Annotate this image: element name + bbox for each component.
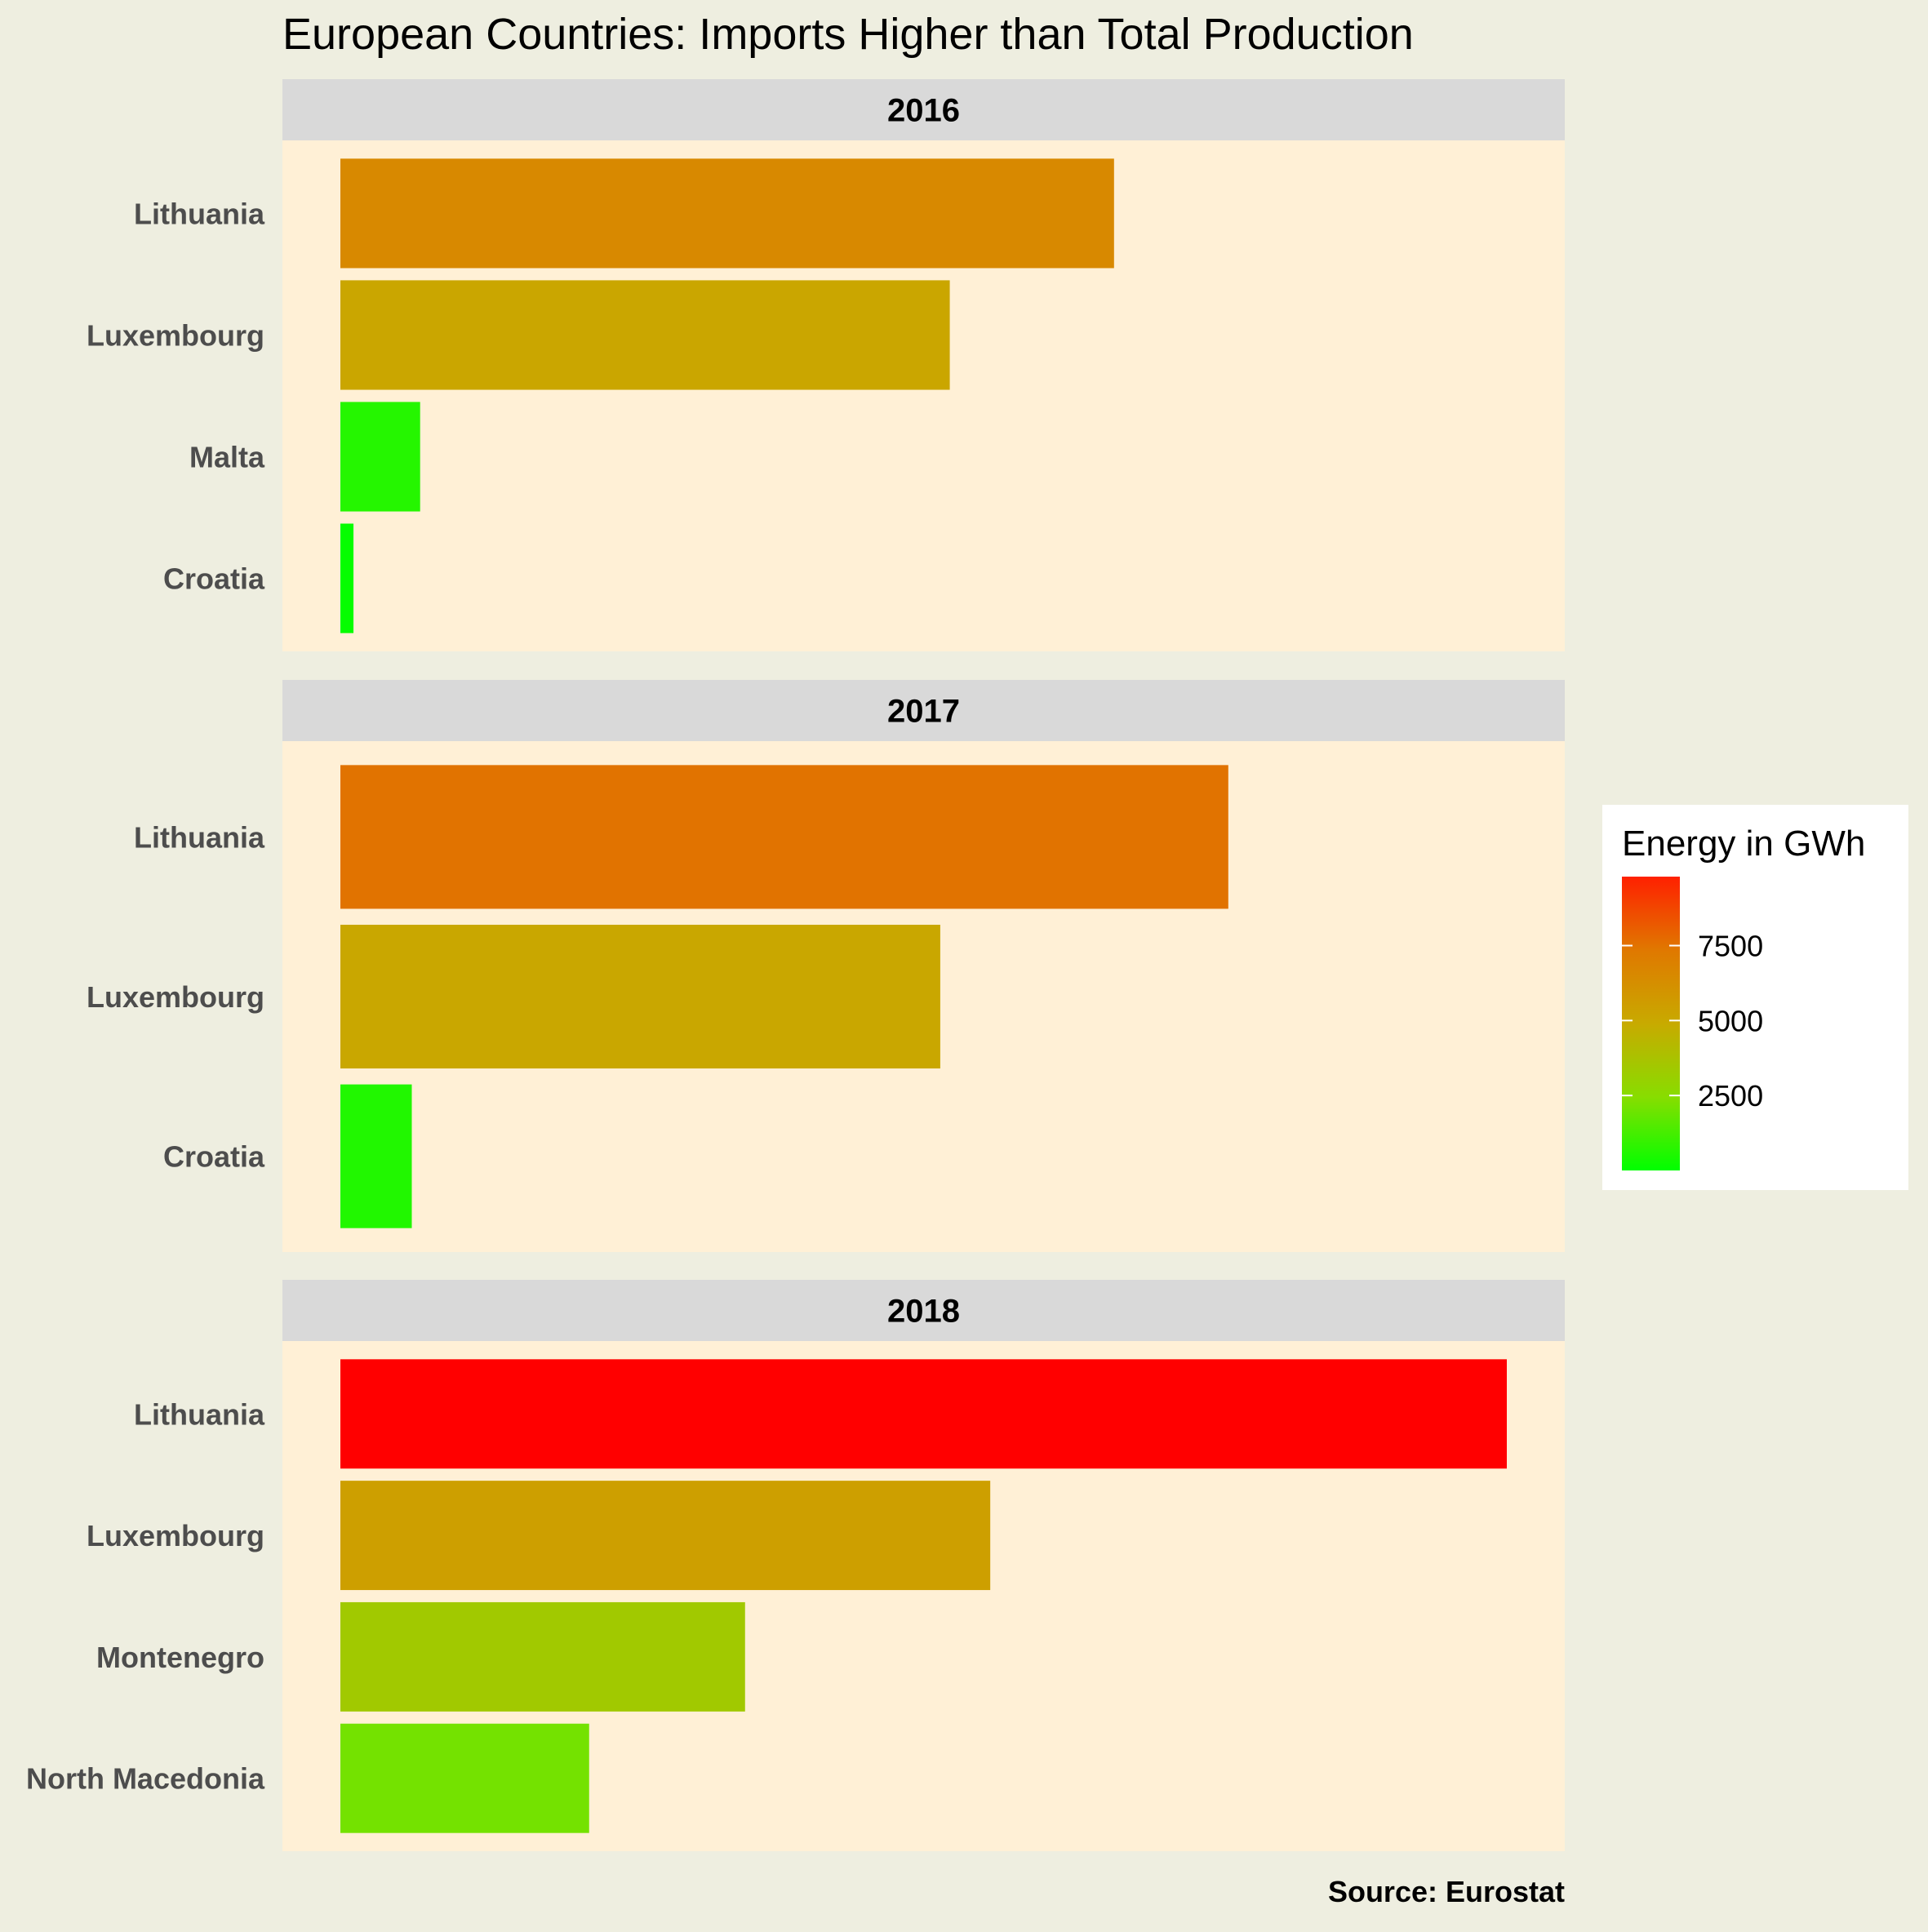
facet-strip-label: 2017 xyxy=(887,694,960,730)
facet-2016: 2016 Lithuania Luxembourg Malta Croatia xyxy=(87,79,1565,651)
bar xyxy=(340,280,950,390)
facet-panels: 2016 Lithuania Luxembourg Malta Croatia 2017 L… xyxy=(26,79,1565,1851)
legend-tick-label: 5000 xyxy=(1698,1004,1763,1037)
bar xyxy=(340,523,354,633)
category-label: Lithuania xyxy=(134,197,265,230)
bar xyxy=(340,924,940,1069)
category-label: Malta xyxy=(189,441,265,474)
facet-strip-label: 2018 xyxy=(887,1294,960,1330)
facet-strip-label: 2016 xyxy=(887,93,960,129)
category-label: North Macedonia xyxy=(26,1762,265,1796)
legend-colorbar xyxy=(1622,877,1680,1170)
bar xyxy=(340,1601,745,1712)
legend: Energy in GWh 2500 5000 7500 xyxy=(1602,805,1908,1190)
chart-caption: Source: Eurostat xyxy=(1328,1875,1565,1908)
legend-tick-label: 7500 xyxy=(1698,929,1763,962)
legend-title: Energy in GWh xyxy=(1622,824,1865,864)
bar xyxy=(340,765,1228,909)
bar xyxy=(340,158,1114,269)
bar xyxy=(340,402,420,512)
category-label: Luxembourg xyxy=(87,318,264,352)
category-label: Croatia xyxy=(163,1140,265,1174)
legend-tick-label: 2500 xyxy=(1698,1079,1763,1113)
category-label: Montenegro xyxy=(96,1641,264,1674)
category-label: Croatia xyxy=(163,562,265,596)
legend-ticks: 2500 5000 7500 xyxy=(1622,929,1763,1113)
facet-strip xyxy=(282,680,1565,741)
bar xyxy=(340,1084,412,1228)
chart-title: European Countries: Imports Higher than … xyxy=(282,10,1414,59)
bar xyxy=(340,1481,991,1591)
facet-2018: 2018 Lithuania Luxembourg Montenegro North M… xyxy=(26,1280,1565,1851)
bar xyxy=(340,1723,589,1833)
category-label: Lithuania xyxy=(134,1397,265,1431)
category-label: Luxembourg xyxy=(87,1519,264,1552)
facet-strip xyxy=(282,79,1565,140)
facet-strip xyxy=(282,1280,1565,1341)
facet-2017: 2017 Lithuania Luxembourg Croatia xyxy=(87,680,1565,1252)
category-label: Lithuania xyxy=(134,820,265,854)
bar xyxy=(340,1359,1507,1469)
category-label: Luxembourg xyxy=(87,980,264,1014)
